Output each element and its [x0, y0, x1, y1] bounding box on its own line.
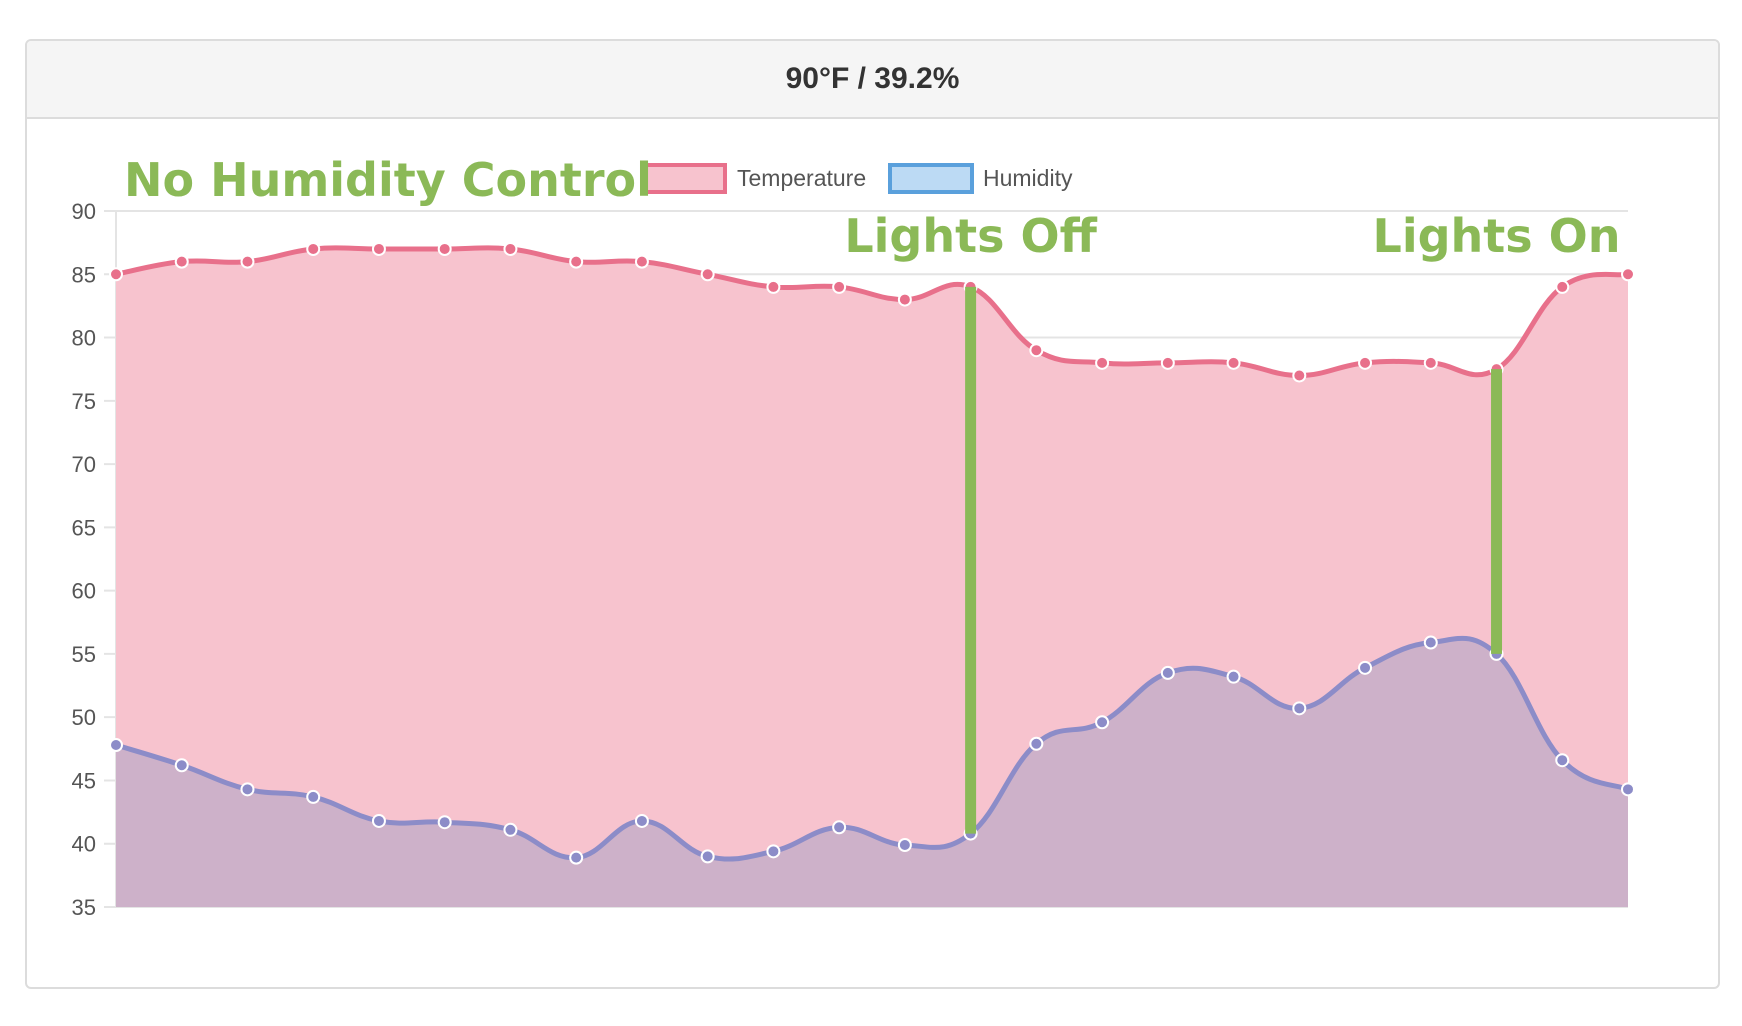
humidity-point-14: [1029, 736, 1044, 751]
event-markers: [965, 286, 1503, 834]
temperature-point-3: [306, 241, 321, 256]
temperature-point-16: [1160, 355, 1175, 370]
temperature-point-6: [503, 241, 518, 256]
temperature-point-17: [1226, 355, 1241, 370]
temperature-point-0: [109, 267, 123, 282]
temperature-point-4: [371, 241, 386, 256]
temperature-point-23: [1621, 267, 1635, 282]
y-axis: 35 40 45 50 55 60 65 70 75 80 85 90: [72, 199, 96, 920]
y-tick-label-80: 80: [72, 326, 96, 351]
legend-temperature-swatch[interactable]: [641, 163, 727, 194]
humidity-point-4: [371, 813, 386, 828]
temperature-point-15: [1095, 355, 1110, 370]
y-tick-label-90: 90: [72, 199, 96, 224]
y-tick-label-70: 70: [72, 452, 96, 477]
humidity-point-11: [832, 820, 847, 835]
y-tick-label-55: 55: [72, 642, 96, 667]
legend-temperature-label[interactable]: Temperature: [737, 165, 866, 191]
legend-humidity-swatch[interactable]: [888, 163, 974, 194]
humidity-point-15: [1095, 715, 1110, 730]
temperature-point-14: [1029, 343, 1044, 358]
humidity-point-17: [1226, 669, 1241, 684]
humidity-point-2: [240, 782, 255, 797]
humidity-point-20: [1423, 635, 1438, 650]
temperature-point-8: [634, 254, 649, 269]
y-tick-label-85: 85: [72, 262, 96, 287]
series-areas: [116, 247, 1628, 907]
no-humidity-control-annotation: No Humidity Control: [124, 153, 652, 207]
temperature-point-12: [897, 292, 912, 307]
lights-on-annotation: Lights On: [1373, 209, 1621, 263]
y-tick-label-35: 35: [72, 895, 96, 920]
legend-humidity-label[interactable]: Humidity: [983, 165, 1073, 191]
humidity-point-0: [109, 738, 123, 753]
temperature-point-11: [832, 279, 847, 294]
temperature-point-18: [1292, 368, 1307, 383]
humidity-point-3: [306, 789, 321, 804]
temperature-point-9: [700, 267, 715, 282]
legend[interactable]: Temperature Humidity: [641, 163, 1073, 194]
humidity-point-16: [1160, 665, 1175, 680]
temperature-point-7: [569, 254, 584, 269]
temperature-point-10: [766, 279, 781, 294]
humidity-point-8: [634, 813, 649, 828]
y-tick-label-40: 40: [72, 832, 96, 857]
humidity-area: [116, 638, 1628, 907]
temperature-point-1: [174, 254, 189, 269]
y-tick-label-65: 65: [72, 515, 96, 540]
humidity-point-7: [569, 850, 584, 865]
temperature-point-2: [240, 254, 255, 269]
panel-title: 90°F / 39.2%: [27, 41, 1718, 119]
y-tick-label-75: 75: [72, 389, 96, 414]
temperature-point-20: [1423, 355, 1438, 370]
y-tick-label-60: 60: [72, 579, 96, 604]
humidity-point-22: [1555, 753, 1570, 768]
humidity-point-1: [174, 758, 189, 773]
humidity-point-5: [437, 815, 452, 830]
temperature-point-5: [437, 241, 452, 256]
humidity-point-18: [1292, 701, 1307, 716]
humidity-point-23: [1621, 782, 1635, 797]
y-tick-label-45: 45: [72, 768, 96, 793]
humidity-point-19: [1358, 660, 1373, 675]
temperature-point-22: [1555, 279, 1570, 294]
temperature-point-19: [1358, 355, 1373, 370]
humidity-point-10: [766, 844, 781, 859]
y-tick-label-50: 50: [72, 705, 96, 730]
humidity-point-12: [897, 837, 912, 852]
series-points: [109, 241, 1635, 865]
humidity-point-9: [700, 849, 715, 864]
humidity-point-6: [503, 822, 518, 837]
lights-off-annotation: Lights Off: [844, 209, 1097, 263]
